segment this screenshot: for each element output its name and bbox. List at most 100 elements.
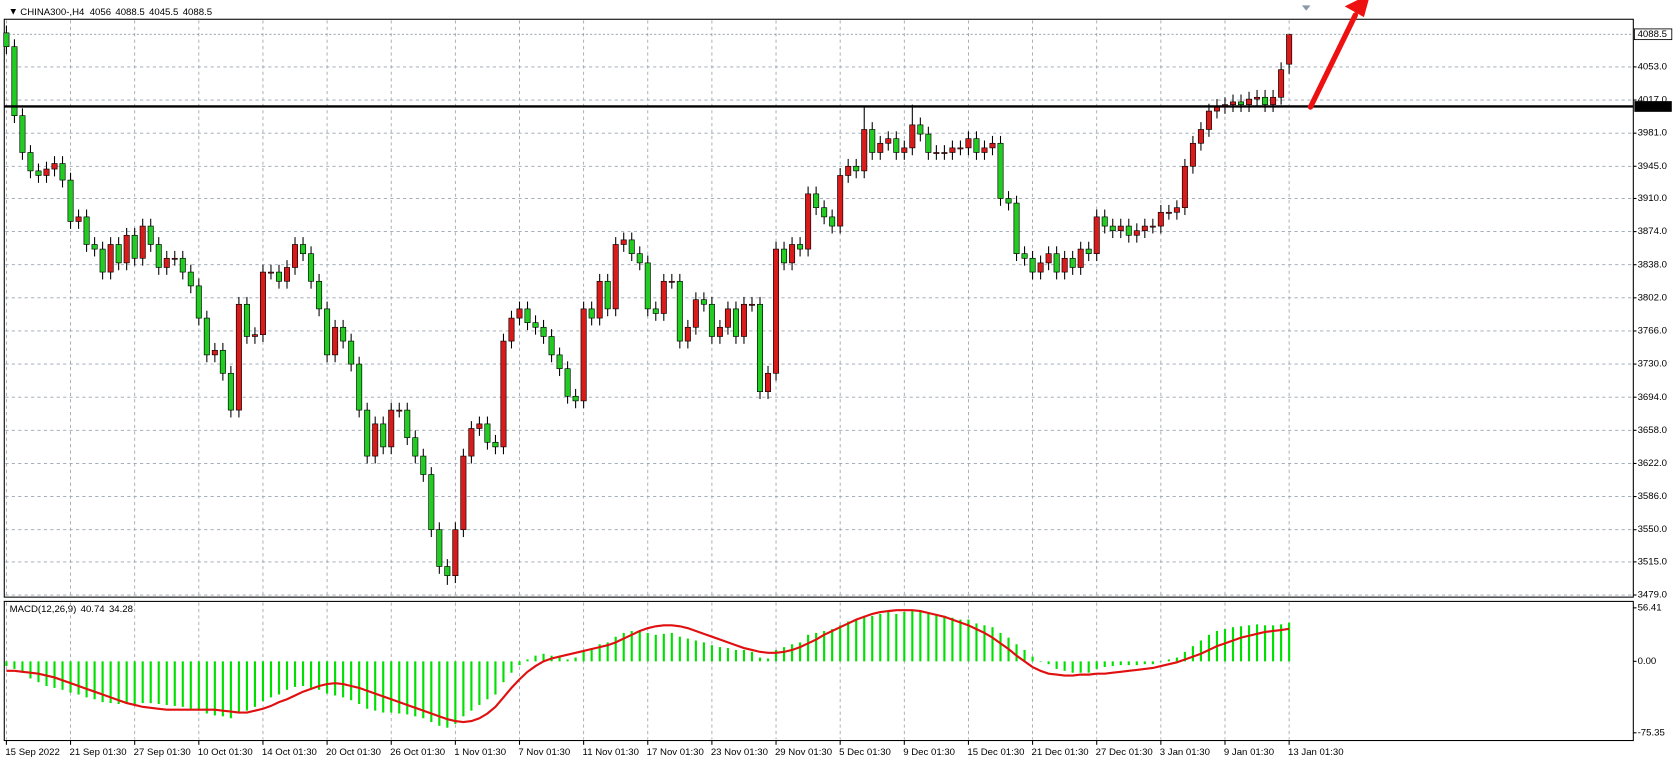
y-tick-label: 0.00 (1638, 656, 1657, 667)
macd-bar (141, 661, 144, 704)
candle-body (1246, 98, 1253, 105)
candle-body (259, 271, 266, 335)
candle-body (292, 244, 299, 268)
candle-body (757, 303, 763, 393)
macd-bar (205, 661, 208, 714)
candle-body (508, 317, 515, 342)
macd-bar (630, 630, 633, 662)
y-tick-label: -75.35 (1638, 727, 1665, 738)
macd-bar (1127, 661, 1130, 666)
candle-body (604, 280, 611, 310)
candle-body (476, 423, 483, 429)
y-tick-label: 3730.0 (1638, 359, 1667, 370)
x-tick-label: 7 Nov 01:30 (518, 747, 570, 758)
candle-body (131, 234, 138, 259)
macd-bar (526, 659, 529, 662)
candle-body (1109, 225, 1116, 232)
candle-body (572, 395, 579, 402)
macd-bar (358, 661, 361, 705)
macd-bar (486, 661, 489, 700)
candle-body (436, 529, 443, 567)
macd-bar (502, 661, 505, 683)
candle-body (452, 529, 459, 577)
candle-body (1069, 257, 1076, 268)
macd-bar (93, 661, 96, 700)
candle-body (91, 244, 98, 250)
x-tick-label: 23 Nov 01:30 (711, 747, 768, 758)
macd-bar (261, 661, 265, 702)
candle-body (692, 299, 699, 328)
macd-bar (566, 659, 569, 662)
x-tick-label: 29 Nov 01:30 (775, 747, 832, 758)
candle-body (885, 138, 892, 144)
candle-body (813, 193, 820, 209)
candle-body (556, 354, 563, 370)
candle-body (1093, 216, 1100, 255)
candle-body (588, 308, 595, 319)
candle-body (500, 340, 507, 448)
candle-body (163, 257, 170, 268)
x-tick-label: 9 Dec 01:30 (903, 747, 955, 758)
macd-bar (309, 661, 313, 688)
x-tick-label: 5 Dec 01:30 (839, 747, 891, 758)
candle-body (1085, 248, 1092, 255)
candle-body (316, 280, 323, 310)
candle-body (660, 280, 667, 314)
candle-body (356, 363, 363, 411)
macd-bar (510, 661, 513, 673)
candle-body (1262, 96, 1269, 105)
candle-body (484, 423, 491, 443)
candle-body (1165, 211, 1172, 214)
macd-bar (590, 648, 593, 662)
macd-bar (1207, 634, 1211, 662)
macd-bar (943, 615, 946, 662)
macd-bar (1223, 629, 1227, 662)
macd-bar (1280, 624, 1283, 662)
macd-bar (831, 629, 834, 662)
signal-line (6, 609, 1290, 724)
macd-bar (1063, 661, 1066, 671)
macd-bar (807, 634, 810, 662)
macd-bar (542, 653, 545, 662)
macd-bar (61, 661, 64, 690)
candle-body (404, 409, 411, 439)
candle-body (997, 142, 1004, 199)
symbol: CHINA300-,H4 (20, 6, 85, 17)
candle-body (684, 326, 691, 342)
y-tick-label: 4053.0 (1638, 61, 1667, 72)
x-tick-label: 26 Oct 01:30 (390, 747, 445, 758)
candle-body (789, 244, 796, 264)
candle-body (19, 115, 26, 153)
macd-bar (718, 647, 721, 662)
macd-bar (1231, 627, 1235, 662)
y-tick-label: 3586.0 (1638, 491, 1667, 502)
last-high: 4088.5 (115, 6, 144, 17)
macd-bar (1167, 659, 1170, 662)
x-tick-label: 14 Oct 01:30 (262, 747, 317, 758)
macd-bar (269, 661, 273, 698)
menu-triangle[interactable]: ▼ (9, 6, 19, 17)
candle-body (596, 280, 603, 319)
candle-body (203, 317, 210, 356)
main-frame (3, 18, 1634, 598)
macd-bar (133, 661, 136, 705)
candle-body (3, 32, 10, 48)
macd-bar (221, 661, 224, 717)
candle-body (837, 175, 844, 227)
candle-body (1141, 225, 1148, 232)
macd-bar (326, 661, 329, 694)
candle-body (797, 244, 804, 250)
candle-body (227, 372, 234, 411)
macd-bar (334, 661, 337, 696)
candle-body (468, 428, 475, 457)
macd-bar (430, 661, 433, 723)
candle-body (1045, 253, 1052, 264)
candle-body (1077, 248, 1084, 268)
candle-body (620, 239, 627, 245)
candle-body (1125, 225, 1132, 236)
candle-body (981, 147, 988, 153)
macd-bar (13, 661, 16, 669)
macd-bar (470, 661, 473, 711)
macd-bar (518, 661, 521, 666)
macd-bar (1288, 622, 1291, 662)
